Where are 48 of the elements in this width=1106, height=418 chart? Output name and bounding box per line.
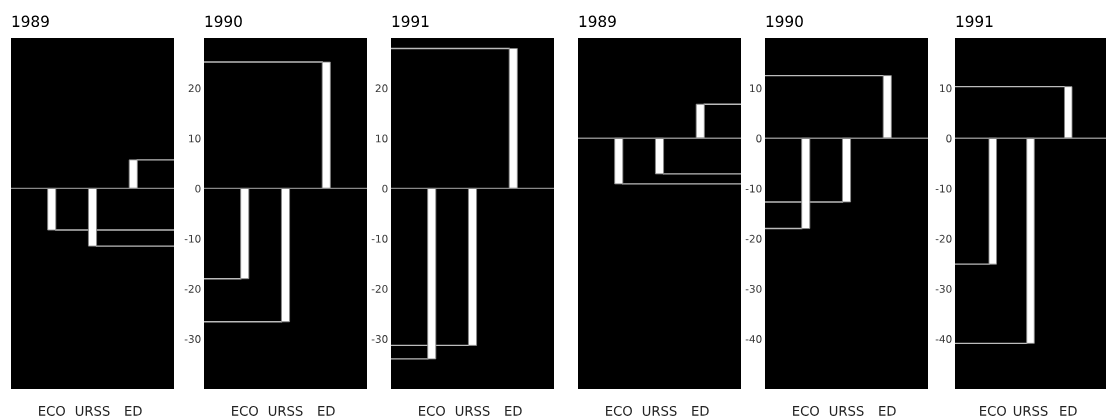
y-tick-label: 20 bbox=[188, 84, 201, 93]
y-tick-label: -30 bbox=[184, 335, 201, 343]
y-tick-label: 20 bbox=[375, 84, 388, 93]
x-tick-label: URSS bbox=[75, 405, 110, 416]
y-tick-label: 10 bbox=[376, 134, 388, 143]
x-tick-label: URSS bbox=[455, 405, 490, 416]
y-tick-label: -30 bbox=[745, 284, 762, 293]
x-tick-label: URSS bbox=[642, 405, 677, 416]
x-tick-label: ED bbox=[692, 406, 709, 416]
x-tick-label: URSS bbox=[1013, 405, 1048, 416]
y-tick-label: -20 bbox=[184, 284, 201, 293]
x-tick-label: ED bbox=[125, 406, 142, 416]
x-tick-label: ECO bbox=[232, 405, 258, 416]
y-tick-label: -10 bbox=[935, 184, 952, 193]
x-tick-label: ECO bbox=[980, 405, 1006, 416]
x-tick-label: ECO bbox=[419, 405, 445, 416]
y-tick-label: 0 bbox=[382, 184, 388, 193]
x-tick-label: URSS bbox=[268, 405, 303, 416]
chart-title: 1989 bbox=[579, 15, 616, 28]
x-tick-label: ECO bbox=[606, 405, 632, 416]
x-tick-label: ED bbox=[1060, 406, 1077, 416]
y-tick-label: -40 bbox=[935, 335, 952, 343]
y-tick-label: -20 bbox=[371, 284, 388, 293]
y-tick-label: 0 bbox=[195, 184, 201, 193]
y-tick-label: -20 bbox=[745, 234, 762, 243]
chart-title: 1990 bbox=[766, 15, 803, 28]
y-tick-label: -10 bbox=[371, 234, 388, 243]
chart-title: 1990 bbox=[205, 15, 242, 28]
y-tick-label: -30 bbox=[935, 284, 952, 293]
x-tick-label: URSS bbox=[829, 405, 864, 416]
chart-title: 1991 bbox=[956, 15, 993, 28]
x-tick-label: ED bbox=[505, 406, 522, 416]
y-tick-label: 10 bbox=[750, 84, 762, 93]
y-tick-label: -10 bbox=[184, 234, 201, 243]
y-tick-label: -20 bbox=[935, 234, 952, 243]
chart-title: 1989 bbox=[12, 15, 49, 28]
x-tick-label: ECO bbox=[39, 405, 65, 416]
chart-title: 1991 bbox=[392, 15, 429, 28]
y-tick-label: 0 bbox=[946, 134, 952, 143]
y-tick-label: 10 bbox=[189, 134, 201, 143]
y-tick-label: -40 bbox=[745, 335, 762, 343]
y-tick-label: -10 bbox=[745, 184, 762, 193]
x-tick-label: ECO bbox=[793, 405, 819, 416]
x-tick-label: ED bbox=[318, 406, 335, 416]
y-tick-label: -30 bbox=[371, 335, 388, 343]
y-tick-label: 10 bbox=[940, 84, 952, 93]
y-tick-label: 0 bbox=[756, 134, 762, 143]
x-tick-label: ED bbox=[879, 406, 896, 416]
